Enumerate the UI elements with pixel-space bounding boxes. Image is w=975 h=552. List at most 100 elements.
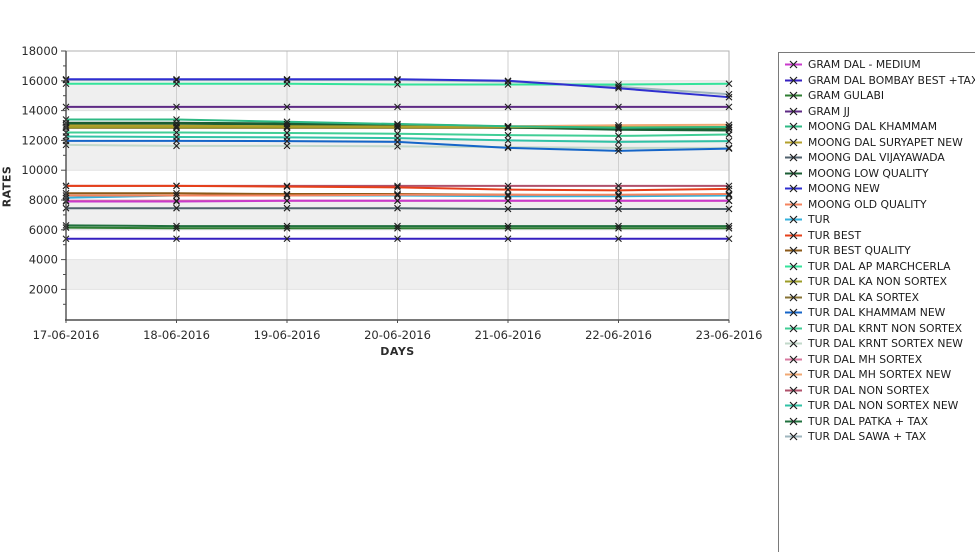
data-point-x-marker	[725, 205, 733, 213]
y-axis-title: RATES	[0, 165, 14, 208]
data-point-x-marker	[173, 122, 180, 130]
y-tick-label: 4000	[29, 253, 58, 267]
legend-item: MOONG DAL KHAMMAM	[785, 119, 975, 135]
y-tick-label: 16000	[21, 74, 58, 88]
legend-item-label: MOONG DAL KHAMMAM	[808, 120, 938, 134]
data-point-x-marker	[725, 222, 733, 230]
legend-item: MOONG LOW QUALITY	[785, 166, 975, 182]
legend-item: MOONG OLD QUALITY	[785, 197, 975, 213]
legend-item: TUR DAL PATKA + TAX	[785, 414, 975, 430]
data-point-x-marker	[615, 144, 622, 152]
data-point-x-marker	[615, 138, 622, 146]
data-point-x-marker	[725, 144, 733, 152]
data-point-x-marker	[725, 80, 733, 88]
data-point-x-marker	[283, 190, 291, 198]
data-point-x-marker	[504, 78, 512, 85]
data-point-x-marker	[504, 205, 512, 213]
data-point-x-marker	[615, 132, 622, 140]
legend-item: TUR DAL SAWA + TAX	[785, 429, 975, 445]
legend-item-label: TUR	[808, 213, 830, 227]
legend-item-label: TUR DAL PATKA + TAX	[808, 414, 929, 428]
data-point-x-marker	[725, 137, 733, 145]
legend-item: MOONG NEW	[785, 181, 975, 197]
legend-item-label: GRAM GULABI	[808, 89, 885, 103]
legend-item-label: TUR DAL NON SORTEX	[808, 383, 930, 397]
y-tick-label: 8000	[29, 193, 58, 207]
data-point-x-marker	[394, 235, 401, 243]
data-point-x-marker	[615, 235, 622, 243]
legend-line-x-marker-icon	[785, 122, 802, 131]
data-point-x-marker	[504, 137, 512, 144]
legend-line-x-marker-icon	[785, 417, 802, 426]
data-point-x-marker	[394, 76, 401, 84]
data-point-x-marker	[173, 103, 180, 111]
legend-line-x-marker-icon	[785, 107, 802, 116]
legend-line-x-marker-icon	[785, 60, 802, 69]
legend-item: MOONG DAL VIJAYAWADA	[785, 150, 975, 166]
legend-item-label: MOONG DAL VIJAYAWADA	[808, 151, 945, 165]
plot-area: 2000 4000 6000 8000 10000 12000 14000 16000 1800…	[21, 44, 763, 342]
data-point-x-marker	[725, 124, 733, 132]
legend-item: TUR DAL KRNT SORTEX NEW	[785, 336, 975, 352]
y-tick-label: 6000	[29, 223, 58, 237]
data-point-x-marker	[725, 182, 733, 190]
x-tick-label: 22-06-2016	[585, 328, 652, 342]
data-point-x-marker	[504, 182, 512, 190]
legend-item: MOONG DAL SURYAPET NEW	[785, 135, 975, 151]
data-point-x-marker	[173, 192, 180, 199]
data-point-x-marker	[504, 143, 512, 151]
data-point-x-marker	[283, 103, 291, 111]
legend-line-x-marker-icon	[785, 339, 802, 348]
data-point-x-marker	[283, 204, 291, 212]
data-point-x-marker	[615, 103, 622, 111]
legend-item-label: TUR DAL KA SORTEX	[808, 290, 919, 304]
legend-item: GRAM DAL BOMBAY BEST +TAX	[785, 73, 975, 89]
legend-line-x-marker-icon	[785, 246, 802, 255]
data-point-x-marker	[394, 182, 401, 190]
data-point-x-marker	[725, 224, 733, 232]
data-point-x-marker	[394, 222, 401, 230]
data-point-x-marker	[283, 192, 291, 199]
x-tick-label: 23-06-2016	[696, 328, 763, 342]
data-point-x-marker	[725, 103, 733, 111]
legend-item: TUR DAL KHAMMAM NEW	[785, 305, 975, 321]
legend-line-x-marker-icon	[785, 215, 802, 224]
data-point-x-marker	[504, 222, 512, 230]
legend-item: TUR DAL MH SORTEX	[785, 352, 975, 368]
legend-item-label: MOONG OLD QUALITY	[808, 197, 927, 211]
legend-line-x-marker-icon	[785, 293, 802, 302]
data-point-x-marker	[394, 192, 401, 199]
data-point-x-marker	[173, 204, 180, 212]
legend-item: TUR DAL KRNT NON SORTEX	[785, 321, 975, 337]
data-point-x-marker	[283, 182, 291, 190]
data-point-x-marker	[283, 122, 291, 130]
legend-line-x-marker-icon	[785, 277, 802, 286]
data-point-x-marker	[725, 191, 733, 199]
legend-line-x-marker-icon	[785, 324, 802, 333]
data-point-x-marker	[615, 124, 622, 132]
x-axis-title: DAYS	[380, 345, 415, 358]
legend: GRAM DAL - MEDIUM GRAM DAL BOMBAY BEST +T…	[778, 52, 975, 552]
legend-item: TUR BEST QUALITY	[785, 243, 975, 259]
x-tick-label: 18-06-2016	[143, 328, 210, 342]
data-point-x-marker	[725, 131, 733, 138]
data-point-x-marker	[283, 224, 291, 232]
data-point-x-marker	[394, 197, 401, 205]
data-point-x-marker	[283, 222, 291, 230]
data-point-x-marker	[394, 204, 401, 212]
data-point-x-marker	[615, 121, 622, 129]
data-point-x-marker	[725, 90, 733, 98]
data-point-x-marker	[283, 197, 291, 205]
data-point-x-marker	[504, 122, 512, 130]
data-point-x-marker	[173, 197, 180, 205]
data-point-x-marker	[725, 121, 733, 129]
x-tick-label: 20-06-2016	[364, 328, 431, 342]
data-point-x-marker	[725, 197, 733, 205]
data-point-x-marker	[615, 192, 622, 199]
legend-item-label: TUR DAL SAWA + TAX	[808, 430, 927, 444]
data-point-x-marker	[615, 182, 622, 190]
legend-item-label: TUR DAL KRNT SORTEX NEW	[808, 337, 963, 351]
legend-item-label: MOONG NEW	[808, 182, 880, 196]
legend-item-label: TUR DAL NON SORTEX NEW	[808, 399, 959, 413]
legend-line-x-marker-icon	[785, 386, 802, 395]
